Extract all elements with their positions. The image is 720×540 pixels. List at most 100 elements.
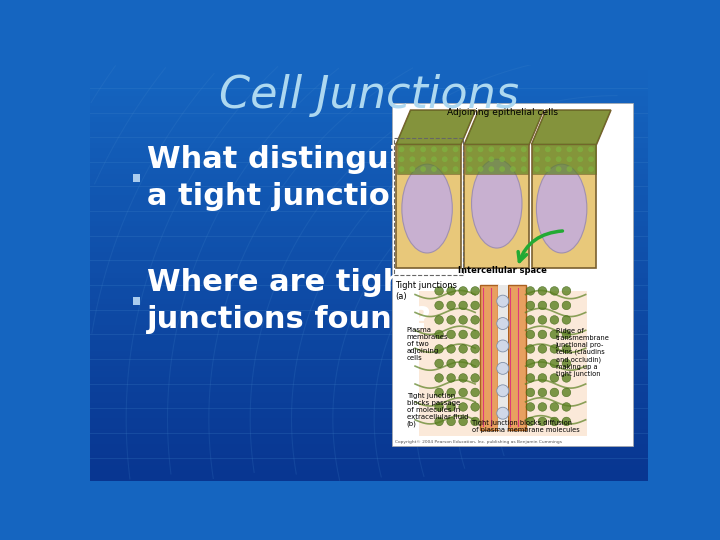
- Circle shape: [526, 287, 535, 295]
- Circle shape: [577, 146, 583, 152]
- Circle shape: [447, 330, 456, 339]
- Ellipse shape: [402, 164, 452, 253]
- Circle shape: [556, 166, 562, 172]
- Bar: [90, 387, 648, 392]
- Circle shape: [534, 146, 540, 152]
- Circle shape: [410, 146, 415, 152]
- Circle shape: [477, 157, 483, 162]
- Circle shape: [550, 359, 559, 368]
- Text: What distinguishes
a tight junction?: What distinguishes a tight junction?: [148, 145, 478, 211]
- Circle shape: [431, 146, 437, 152]
- Bar: [90, 325, 648, 330]
- Circle shape: [526, 403, 535, 411]
- Bar: [90, 70, 648, 75]
- Circle shape: [550, 301, 559, 310]
- Bar: [90, 449, 648, 455]
- Circle shape: [410, 157, 415, 162]
- Circle shape: [545, 146, 551, 152]
- Bar: [90, 215, 648, 221]
- Circle shape: [497, 407, 509, 419]
- Bar: [90, 205, 648, 211]
- Circle shape: [567, 146, 572, 152]
- Circle shape: [447, 403, 456, 411]
- Circle shape: [588, 157, 594, 162]
- Text: Intercellular space: Intercellular space: [459, 266, 547, 275]
- Bar: [90, 85, 648, 91]
- Bar: [90, 314, 648, 320]
- Circle shape: [550, 345, 559, 353]
- Bar: [90, 330, 648, 335]
- Circle shape: [534, 157, 540, 162]
- Circle shape: [510, 166, 516, 172]
- Bar: [90, 382, 648, 387]
- Circle shape: [471, 330, 480, 339]
- Bar: [90, 127, 648, 132]
- Circle shape: [447, 287, 456, 295]
- Circle shape: [459, 301, 467, 310]
- Bar: [90, 423, 648, 429]
- Bar: [90, 211, 648, 215]
- Circle shape: [471, 345, 480, 353]
- Text: Tight junction blocks diffusion
of plasma membrane molecules: Tight junction blocks diffusion of plasm…: [472, 420, 580, 433]
- Bar: [90, 377, 648, 382]
- Ellipse shape: [536, 164, 587, 253]
- Circle shape: [562, 374, 571, 382]
- Circle shape: [435, 315, 444, 324]
- Circle shape: [550, 330, 559, 339]
- Circle shape: [471, 374, 480, 382]
- Circle shape: [488, 166, 494, 172]
- Bar: [465, 144, 528, 174]
- Polygon shape: [531, 110, 611, 144]
- Circle shape: [410, 166, 415, 172]
- Bar: [90, 470, 648, 475]
- Bar: [90, 75, 648, 80]
- Circle shape: [442, 157, 448, 162]
- Polygon shape: [396, 110, 475, 144]
- Bar: [396, 144, 461, 268]
- Polygon shape: [464, 110, 544, 144]
- Text: Ridge of
transmembrane
junctional pro-
teins (claudins
and occludin)
making up a: Ridge of transmembrane junctional pro- t…: [556, 328, 610, 377]
- Bar: [498, 285, 508, 430]
- Circle shape: [467, 146, 472, 152]
- Circle shape: [510, 157, 516, 162]
- Circle shape: [435, 374, 444, 382]
- Circle shape: [497, 362, 509, 374]
- Circle shape: [435, 330, 444, 339]
- Bar: [90, 340, 648, 346]
- Circle shape: [420, 166, 426, 172]
- Bar: [90, 138, 648, 143]
- Bar: [90, 460, 648, 465]
- Bar: [90, 418, 648, 423]
- Circle shape: [588, 146, 594, 152]
- Circle shape: [497, 295, 509, 307]
- Circle shape: [545, 166, 551, 172]
- Bar: [90, 257, 648, 262]
- Bar: [90, 361, 648, 366]
- Circle shape: [521, 166, 526, 172]
- Circle shape: [538, 388, 546, 397]
- Circle shape: [526, 345, 535, 353]
- Circle shape: [477, 146, 483, 152]
- Bar: [392, 103, 632, 446]
- Circle shape: [550, 287, 559, 295]
- Circle shape: [447, 301, 456, 310]
- Circle shape: [467, 166, 472, 172]
- Bar: [90, 221, 648, 226]
- Bar: [90, 434, 648, 439]
- Bar: [90, 475, 648, 481]
- Circle shape: [510, 146, 516, 152]
- Circle shape: [562, 301, 571, 310]
- Circle shape: [497, 385, 509, 397]
- Text: Tight junctions
(a): Tight junctions (a): [395, 281, 457, 301]
- Polygon shape: [396, 110, 475, 144]
- Circle shape: [435, 287, 444, 295]
- Bar: [90, 101, 648, 106]
- Circle shape: [399, 146, 405, 152]
- Circle shape: [459, 345, 467, 353]
- Bar: [90, 356, 648, 361]
- Bar: [90, 179, 648, 184]
- Circle shape: [550, 388, 559, 397]
- Circle shape: [435, 388, 444, 397]
- Circle shape: [538, 287, 546, 295]
- Circle shape: [453, 166, 459, 172]
